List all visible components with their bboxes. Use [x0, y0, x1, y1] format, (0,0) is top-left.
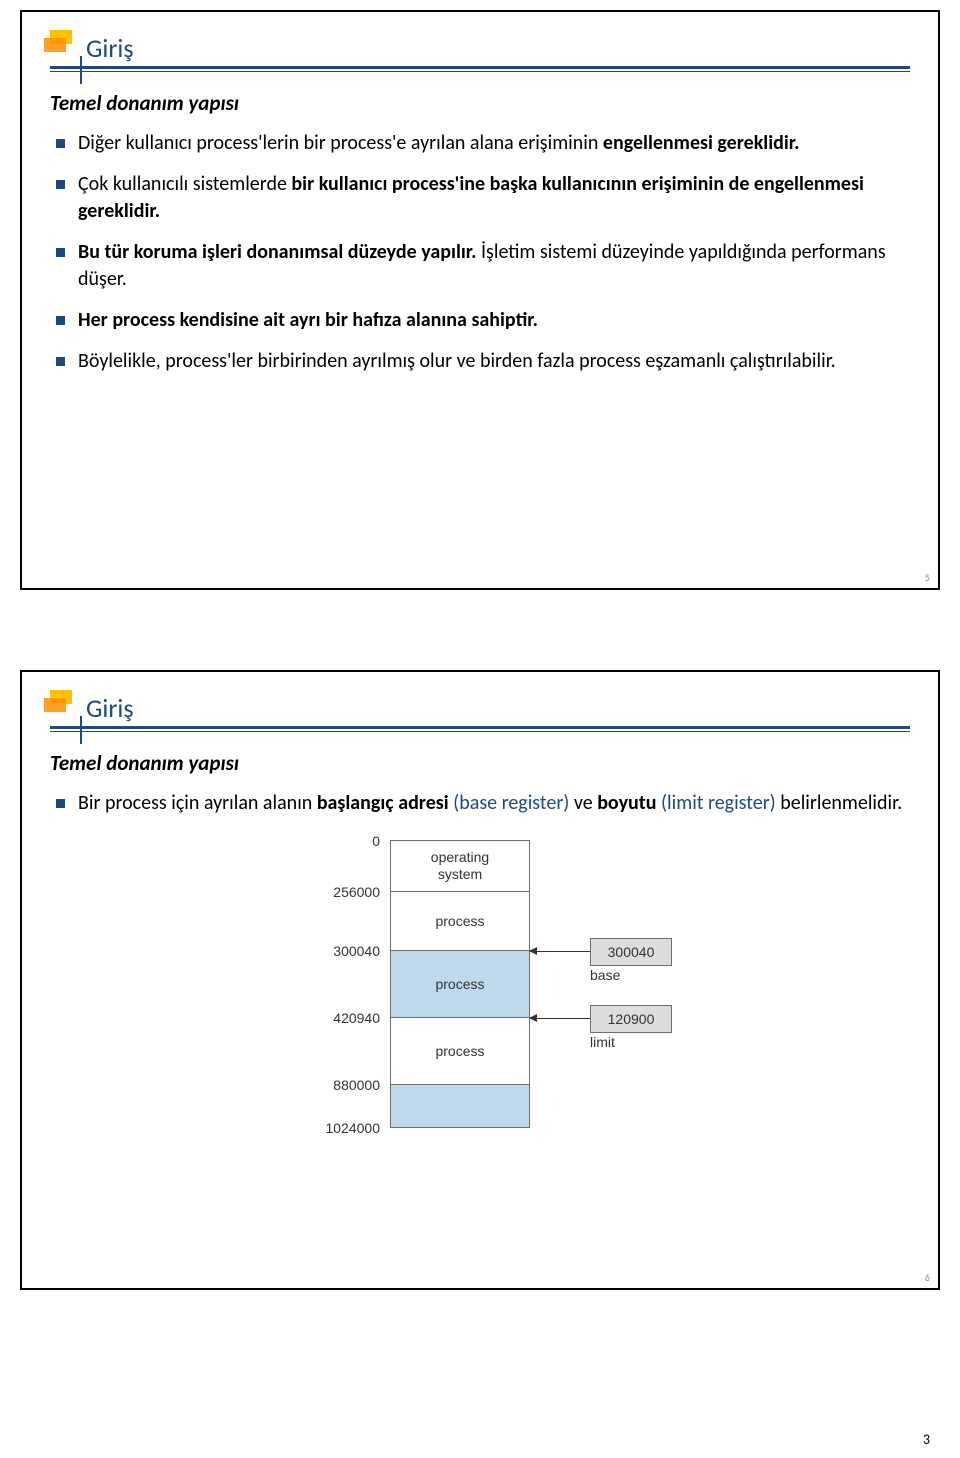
slide-icon [44, 30, 84, 58]
slide-2: Giriş Temel donanım yapısı Bir process i… [20, 670, 940, 1290]
bullet-text: ve [569, 791, 597, 815]
header-underline [50, 66, 910, 72]
memory-cell: process [390, 1017, 530, 1085]
address-label: 1024000 [310, 1120, 380, 1136]
memory-cell: operating system [390, 840, 530, 892]
bullet-bold: başlangıç adresi [317, 791, 453, 815]
arrow-head-icon [529, 947, 537, 955]
header-underline [50, 726, 910, 732]
bullet-text: Böylelikle, process'ler birbirinden ayrı… [78, 349, 836, 373]
base-register-label: base [590, 967, 620, 983]
bullet-item: Böylelikle, process'ler birbirinden ayrı… [50, 348, 910, 375]
bullet-blue: (limit register) [661, 791, 776, 815]
slide-title: Giriş [86, 32, 910, 64]
bullet-bold: Bu tür koruma işleri donanımsal düzeyde … [78, 240, 476, 264]
slide-header: Giriş [50, 32, 910, 72]
slide-subtitle: Temel donanım yapısı [50, 750, 910, 776]
bullet-text: belirlenmelidir. [776, 791, 902, 815]
bullet-text: Diğer kullanıcı process'lerin bir proces… [78, 131, 603, 155]
page-number: 3 [923, 1431, 930, 1448]
slide-title: Giriş [86, 692, 910, 724]
bullet-list: Diğer kullanıcı process'lerin bir proces… [50, 130, 910, 375]
memory-cell: process [390, 950, 530, 1018]
bullet-bold: boyutu [597, 791, 661, 815]
bullet-item: Bir process için ayrılan alanın başlangı… [50, 790, 910, 817]
bullet-bold: Her process kendisine ait ayrı bir hafız… [78, 308, 538, 332]
slide-icon [44, 690, 84, 718]
memory-cell [390, 1084, 530, 1128]
limit-register-box: 120900 [590, 1005, 672, 1033]
slide-number: 6 [925, 1271, 930, 1284]
slide-1: Giriş Temel donanım yapısı Diğer kullanı… [20, 10, 940, 590]
memory-diagram: operating systemprocessprocessprocess025… [230, 831, 730, 1211]
bullet-blue: (base register) [453, 791, 569, 815]
limit-register-label: limit [590, 1034, 615, 1050]
arrow-line [530, 951, 590, 952]
bullet-text: Çok kullanıcılı sistemlerde [78, 172, 291, 196]
bullet-item: Her process kendisine ait ayrı bir hafız… [50, 307, 910, 334]
address-label: 256000 [310, 884, 380, 900]
slide-number: 5 [925, 571, 930, 584]
bullet-bold: engellenmesi gereklidir. [603, 131, 800, 155]
address-label: 300040 [310, 943, 380, 959]
arrow-head-icon [529, 1014, 537, 1022]
address-label: 420940 [310, 1010, 380, 1026]
bullet-list: Bir process için ayrılan alanın başlangı… [50, 790, 910, 817]
bullet-item: Diğer kullanıcı process'lerin bir proces… [50, 130, 910, 157]
bullet-item: Bu tür koruma işleri donanımsal düzeyde … [50, 239, 910, 293]
arrow-line [530, 1018, 590, 1019]
base-register-box: 300040 [590, 938, 672, 966]
bullet-item: Çok kullanıcılı sistemlerde bir kullanıc… [50, 171, 910, 225]
slide-header: Giriş [50, 692, 910, 732]
slide-subtitle: Temel donanım yapısı [50, 90, 910, 116]
address-label: 880000 [310, 1077, 380, 1093]
memory-cell: process [390, 891, 530, 951]
address-label: 0 [310, 833, 380, 849]
bullet-text: Bir process için ayrılan alanın [78, 791, 317, 815]
page: Giriş Temel donanım yapısı Diğer kullanı… [0, 0, 960, 1410]
